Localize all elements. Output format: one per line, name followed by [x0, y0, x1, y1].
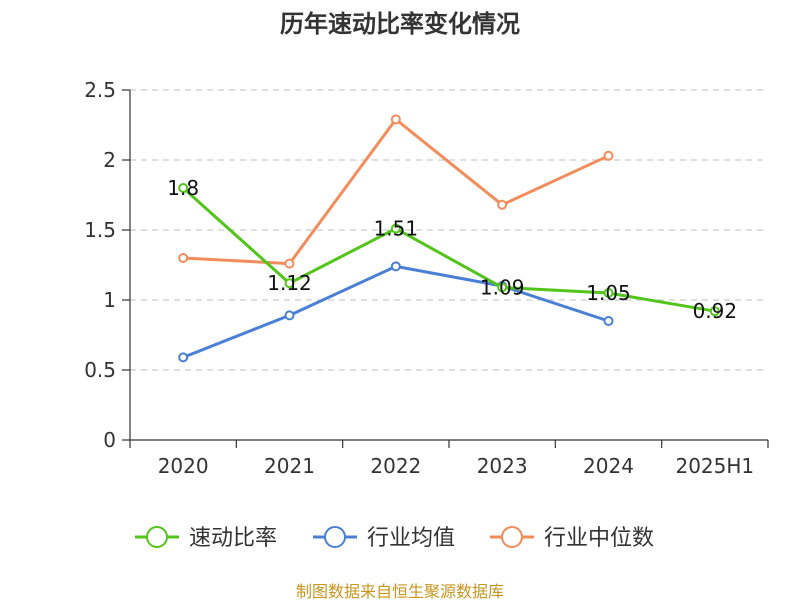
data-label: 1.09	[480, 275, 525, 299]
data-point	[390, 223, 401, 234]
x-tick-label: 2024	[583, 454, 634, 478]
data-point	[390, 114, 401, 125]
data-label: 1.8	[167, 176, 199, 200]
data-label: 1.51	[374, 217, 419, 241]
legend-marker-circle	[146, 526, 168, 548]
x-tick-label: 2020	[158, 454, 209, 478]
data-point	[390, 261, 401, 272]
series-line	[182, 186, 716, 313]
data-point	[178, 352, 189, 363]
series-line	[182, 264, 609, 359]
data-source-note: 制图数据来自恒生聚源数据库	[295, 582, 504, 601]
x-tick-label: 2025H1	[675, 454, 754, 478]
data-label: 1.05	[586, 281, 631, 305]
legend-label: 行业均值	[367, 526, 455, 551]
data-point	[603, 316, 614, 326]
data-point	[178, 253, 189, 263]
legend: 速动比率 行业均值 行业中位数	[135, 526, 654, 551]
series-line	[183, 117, 610, 266]
series-lines	[178, 114, 720, 363]
x-tick-label: 2022	[370, 454, 421, 478]
y-tick-label: 1.5	[84, 218, 116, 242]
y-tick-label: 0.5	[84, 358, 116, 382]
grid-lines	[130, 89, 768, 371]
y-tick-label: 0	[103, 428, 116, 452]
legend-label: 速动比率	[189, 526, 277, 551]
y-tick-label: 1	[103, 288, 116, 312]
data-label: 0.92	[693, 299, 738, 323]
legend-marker-circle	[324, 526, 346, 548]
legend-label: 行业中位数	[544, 526, 654, 551]
y-tick-label: 2.5	[84, 78, 116, 102]
y-axis: 0 0.5 1 1.5 2 2.5	[84, 78, 131, 452]
data-point	[284, 258, 295, 269]
data-point	[284, 278, 295, 289]
y-tick-label: 2	[103, 148, 116, 172]
x-axis: 2020 2021 2022 2023 2024 2025H1	[129, 439, 769, 478]
data-point	[497, 199, 508, 210]
data-point	[284, 310, 295, 321]
data-point	[603, 150, 614, 161]
x-tick-label: 2021	[264, 454, 315, 478]
data-point	[603, 288, 614, 298]
data-point	[497, 282, 508, 293]
data-point	[178, 183, 189, 193]
data-point	[709, 306, 720, 317]
legend-marker-circle	[501, 526, 523, 548]
data-label: 1.12	[267, 271, 312, 295]
chart-title: 历年速动比率变化情况	[280, 10, 520, 38]
x-tick-label: 2023	[477, 454, 528, 478]
data-labels: 1.8 1.12 1.51 1.09 1.05 0.92	[167, 176, 737, 323]
